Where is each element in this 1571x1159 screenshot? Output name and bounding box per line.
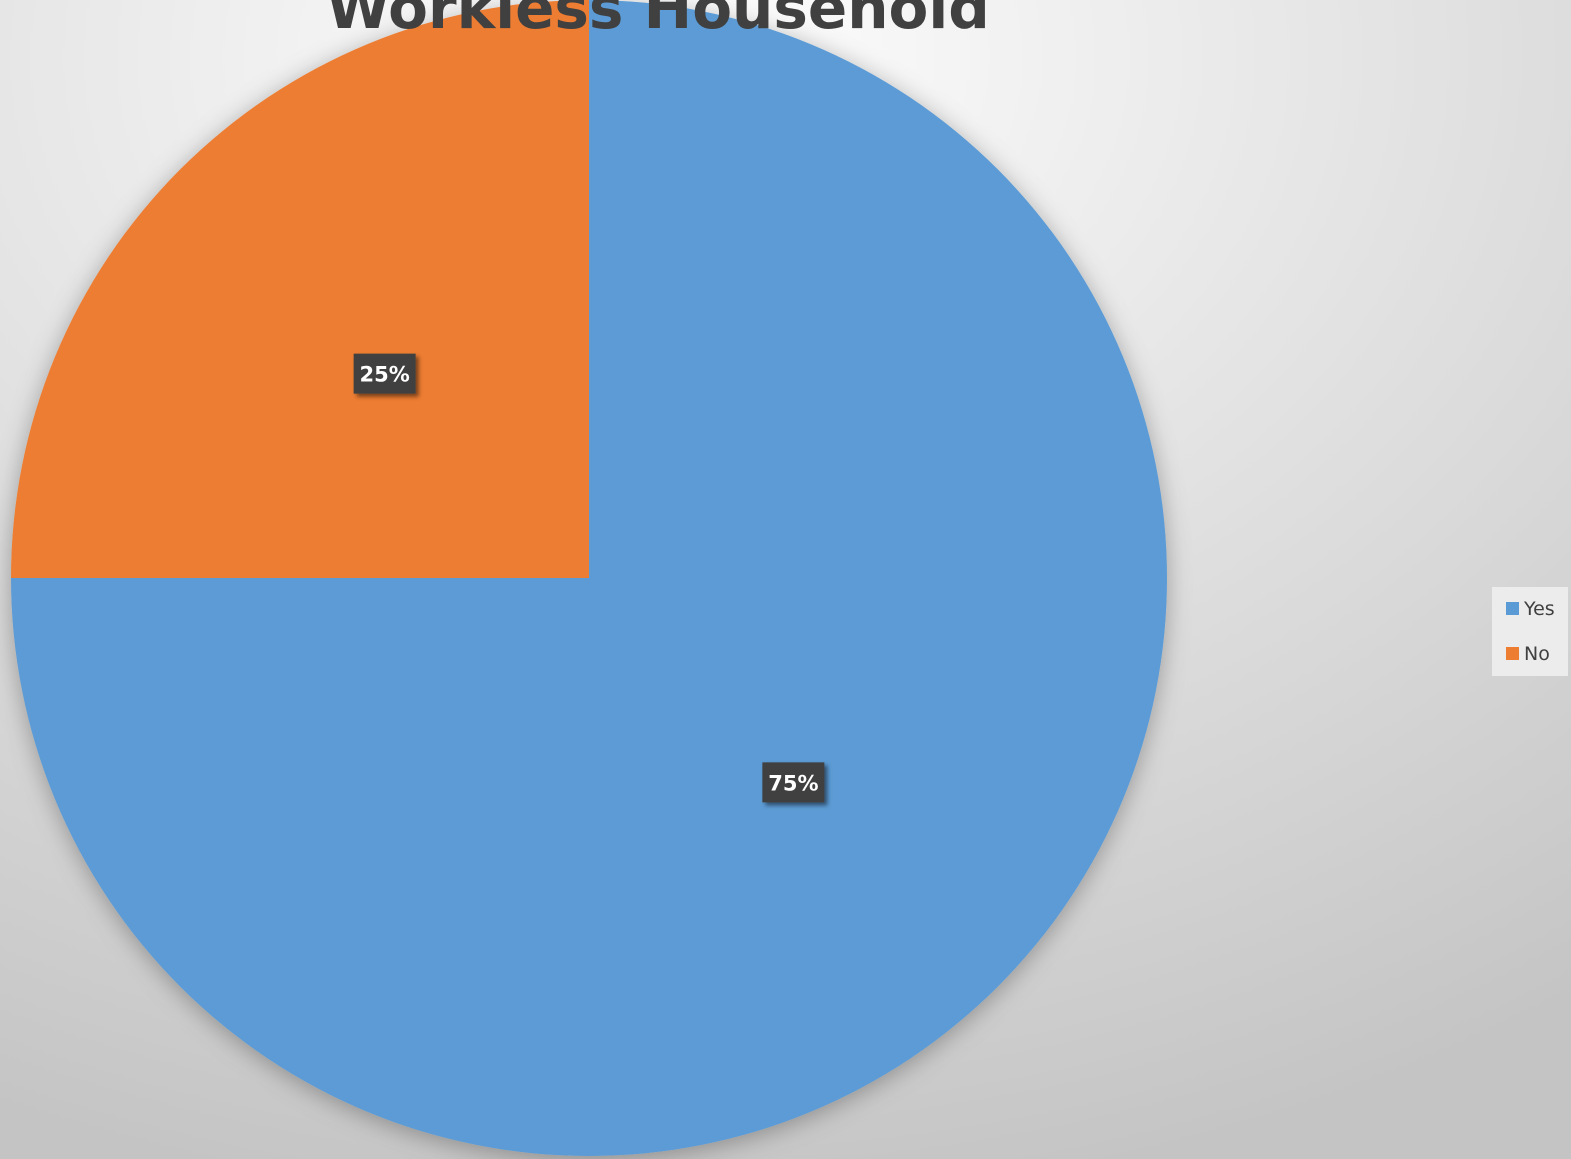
chart-title: Workless Household — [326, 0, 989, 42]
data-label-text: 75% — [768, 771, 818, 795]
data-label-text: 25% — [360, 363, 410, 387]
pie-slice — [11, 0, 589, 578]
data-label-box — [762, 762, 825, 803]
legend-box — [1492, 587, 1568, 676]
legend-label: Yes — [1523, 598, 1555, 620]
legend: Yes No — [1506, 598, 1555, 665]
data-label-box — [353, 353, 416, 394]
data-labels: 75% 25% — [353, 353, 825, 803]
pie — [11, 0, 1167, 1156]
legend-swatch — [1506, 602, 1519, 615]
data-label: 75% — [762, 762, 825, 803]
legend-swatch — [1506, 647, 1519, 660]
legend-label: No — [1524, 643, 1550, 665]
data-label: 25% — [353, 353, 416, 394]
